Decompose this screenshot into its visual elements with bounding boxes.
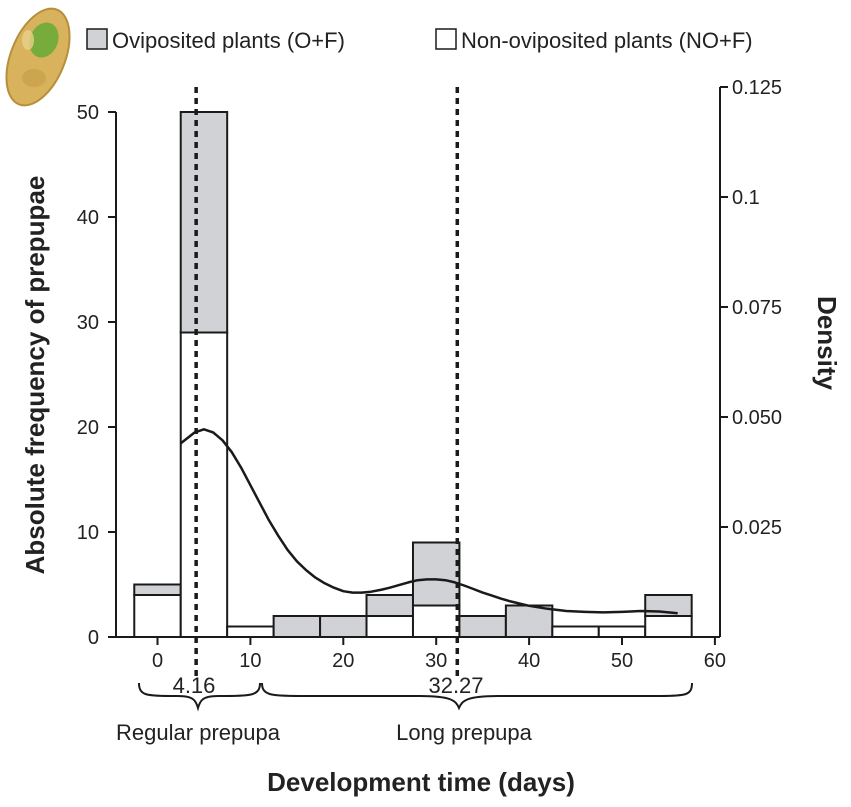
bar-oviposited-5 [365, 594, 414, 617]
annotations: 4.16 32.27 Regular prepupa Long prepupa [116, 673, 693, 745]
bar-oviposited-8 [504, 604, 554, 638]
x-tick-label-30: 30 [425, 650, 447, 672]
long-prepupa-label: Long prepupa [396, 720, 533, 745]
y-axis-title: Absolute frequency of prepupae [20, 176, 50, 575]
long-mean-value: 32.27 [428, 673, 483, 698]
bar-oviposited-1 [179, 111, 229, 334]
x-tick-label-60: 60 [704, 650, 726, 672]
bar-oviposited-6 [411, 541, 461, 607]
y2-tick-label-0.075: 0.075 [732, 297, 782, 319]
x-tick-label-50: 50 [611, 650, 633, 672]
bar-oviposited-0 [133, 583, 182, 596]
density-curve [179, 428, 678, 615]
legend-label-non-oviposited: Non-oviposited plants (NO+F) [461, 28, 753, 53]
y-tick-label-40: 40 [77, 207, 99, 229]
long-prepupa-brace [261, 682, 693, 711]
y2-tick-label-0.125: 0.125 [732, 77, 782, 99]
density-curve-layer [179, 428, 678, 615]
regular-prepupa-brace [138, 682, 261, 712]
bar-non-oviposited-11 [644, 615, 693, 638]
y-tick-label-20: 20 [77, 417, 99, 439]
bar-non-oviposited-9 [551, 625, 600, 638]
bar-non-oviposited-5 [365, 615, 414, 638]
regular-prepupa-label: Regular prepupa [116, 720, 281, 745]
legend-swatch-non-oviposited [435, 28, 457, 50]
x-tick-label-10: 10 [239, 650, 261, 672]
y2-tick-label-0.050: 0.050 [732, 407, 782, 429]
regular-mean-value: 4.16 [173, 673, 216, 698]
bar-oviposited-7 [458, 615, 507, 638]
larva-icon [5, 7, 71, 107]
legend-swatch-oviposited [86, 28, 108, 50]
bar-non-oviposited-0 [133, 594, 182, 638]
axes: 0 10 20 30 40 50 60 0 10 20 30 40 50 0.025 0.050 0.075 0… [77, 77, 782, 672]
bar-oviposited-4 [319, 615, 368, 638]
bar-non-oviposited-1 [179, 331, 229, 638]
bar-oviposited-3 [272, 615, 322, 638]
mean-lines [194, 87, 460, 681]
y2-tick-label-0.1: 0.1 [732, 187, 760, 209]
bar-non-oviposited-6 [411, 604, 461, 638]
x-tick-label-0: 0 [152, 650, 163, 672]
legend-label-oviposited: Oviposited plants (O+F) [112, 28, 345, 53]
x-axis-title: Development time (days) [267, 767, 575, 797]
histogram-bars [133, 111, 693, 638]
y2-tick-label-0.025: 0.025 [732, 517, 782, 539]
y-tick-label-0: 0 [88, 627, 99, 649]
bar-non-oviposited-10 [597, 625, 647, 638]
x-tick-label-40: 40 [518, 650, 540, 672]
x-tick-label-20: 20 [332, 650, 354, 672]
legend: Oviposited plants (O+F) Non-oviposited p… [86, 28, 753, 53]
bar-non-oviposited-2 [226, 625, 275, 638]
y-tick-label-30: 30 [77, 312, 99, 334]
y-tick-label-10: 10 [77, 522, 99, 544]
y-tick-label-50: 50 [77, 102, 99, 124]
y2-axis-title: Density [812, 296, 842, 390]
